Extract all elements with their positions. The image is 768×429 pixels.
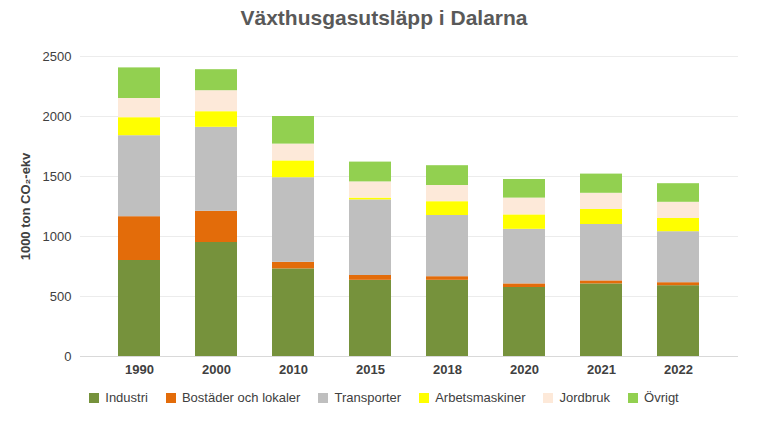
html-text:Industri: Industri [105,390,148,405]
svg-text:2015: 2015 [356,362,385,377]
svg-text:2500: 2500 [43,49,72,64]
svg-text:0: 0 [64,349,71,364]
svg-text:1990: 1990 [125,362,154,377]
svg-text:500: 500 [50,289,72,304]
svg-text:2021: 2021 [587,362,616,377]
html-text:Jordbruk: Jordbruk [559,390,610,405]
html-text:Arbetsmaskiner: Arbetsmaskiner [435,390,526,405]
svg-text:1000: 1000 [43,229,72,244]
svg-text:1000 ton CO₂-ekv: 1000 ton CO₂-ekv [18,152,33,260]
svg-text:2022: 2022 [664,362,693,377]
html-text:Transporter: Transporter [334,390,402,405]
svg-text:2010: 2010 [279,362,308,377]
html-text:Övrigt: Övrigt [644,390,679,405]
svg-text:2000: 2000 [43,109,72,124]
html-text:Växthusgasutsläpp i Dalarna: Växthusgasutsläpp i Dalarna [240,6,528,29]
svg-text:2000: 2000 [202,362,231,377]
svg-text:2020: 2020 [510,362,539,377]
html-text:Bostäder och lokaler: Bostäder och lokaler [181,390,301,405]
svg-text:1500: 1500 [43,169,72,184]
svg-text:2018: 2018 [433,362,462,377]
